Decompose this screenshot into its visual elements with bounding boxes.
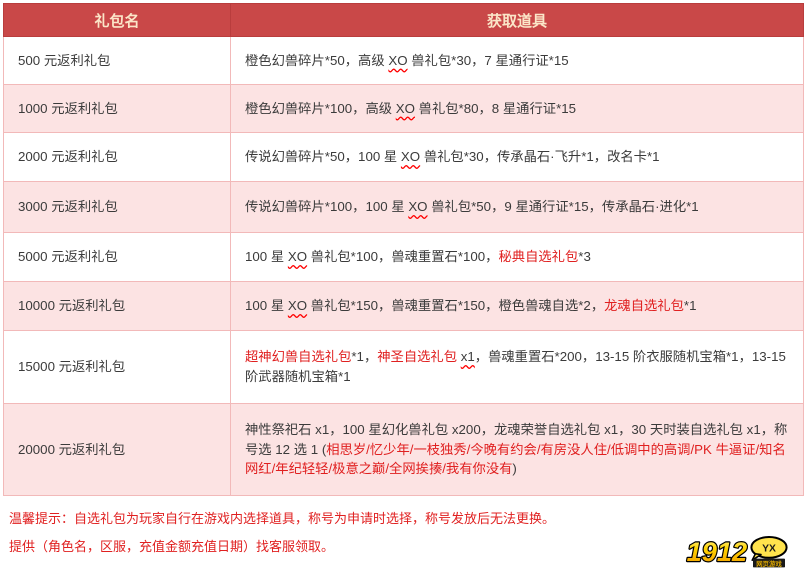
svg-text:网页游戏: 网页游戏 [756,559,782,568]
svg-text:1912: 1912 [687,536,747,567]
svg-text:YX: YX [762,543,776,554]
